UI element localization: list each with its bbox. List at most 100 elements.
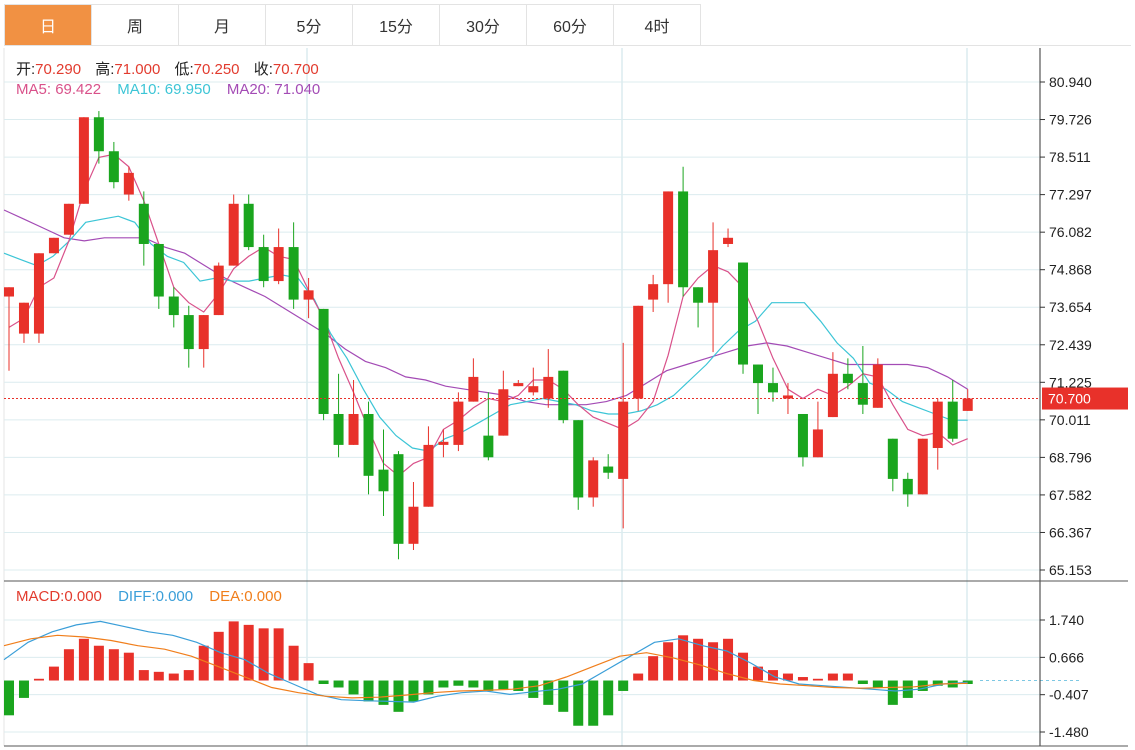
macd-tick-label: 0.666: [1049, 649, 1084, 665]
low-label: 低:: [174, 61, 194, 78]
y-tick-label: 79.726: [1049, 112, 1092, 128]
candle-body: [588, 460, 599, 498]
candle-up: [872, 358, 883, 408]
macd-bar: [738, 652, 749, 681]
candle-up: [198, 315, 209, 368]
candle-down: [108, 141, 119, 189]
macd-bar: [48, 666, 59, 681]
macd-bar: [348, 680, 359, 695]
candle-down: [767, 367, 778, 402]
candle-up: [423, 426, 434, 507]
y-tick-label: 74.868: [1049, 262, 1092, 278]
tabs-divider: [4, 45, 1131, 46]
macd-bar: [648, 656, 659, 681]
candle-body: [363, 413, 374, 476]
macd-bar: [902, 680, 913, 698]
candle-up: [468, 358, 479, 402]
candle-body: [498, 389, 509, 436]
dea-value: 0.000: [244, 588, 282, 605]
candle-body: [468, 376, 479, 402]
candle-body: [63, 203, 74, 235]
macd-bar: [363, 680, 374, 702]
candle-up: [543, 349, 554, 408]
tab-30min[interactable]: 30分: [440, 5, 527, 45]
candle-down: [318, 308, 329, 421]
candle-body: [243, 203, 254, 248]
candle-body: [947, 401, 958, 439]
candle-up: [48, 237, 59, 254]
candle-body: [318, 308, 329, 414]
period-tabs: 日 周 月 5分 15分 30分 60分 4时: [4, 4, 701, 46]
candle-body: [827, 373, 838, 418]
macd-bar: [408, 680, 419, 702]
close-label: 收:: [253, 61, 273, 78]
candle-body: [723, 237, 734, 244]
tab-15min[interactable]: 15分: [353, 5, 440, 45]
macd-bar: [63, 649, 74, 681]
candle-up: [303, 277, 314, 319]
y-tick-label: 70.011: [1049, 412, 1091, 428]
y-tick-label: 78.511: [1049, 149, 1091, 165]
candle-body: [198, 315, 209, 350]
macd-bar: [588, 680, 599, 726]
candle-body: [138, 203, 149, 244]
macd-bar: [528, 680, 539, 698]
macd-bar: [782, 673, 793, 681]
candle-down: [857, 345, 868, 414]
candle-body: [48, 237, 59, 254]
macd-bar: [753, 666, 763, 681]
open-value: 70.290: [35, 61, 82, 78]
candle-body: [213, 265, 224, 316]
candle-body: [183, 315, 194, 350]
candle-down: [168, 287, 179, 328]
tab-month[interactable]: 月: [179, 5, 266, 45]
candle-up: [782, 383, 793, 414]
candle-body: [528, 386, 539, 393]
candle-body: [738, 262, 749, 365]
candle-body: [333, 413, 344, 445]
tab-4hour[interactable]: 4时: [614, 5, 701, 45]
macd-bar: [558, 680, 569, 712]
tab-5min[interactable]: 5分: [266, 5, 353, 45]
candle-body: [168, 296, 179, 316]
candle-body: [603, 466, 614, 473]
candle-up: [213, 262, 224, 316]
candle-up: [438, 429, 449, 458]
low-value: 70.250: [193, 61, 240, 78]
macd-bar: [318, 680, 329, 684]
macd-bar: [258, 628, 269, 681]
candle-body: [513, 383, 524, 387]
candle-body: [438, 441, 449, 445]
macd-bar: [708, 642, 719, 681]
ohlc-legend: 开:70.290 高:71.000 低:70.250 收:70.700: [16, 58, 329, 79]
candle-up: [78, 117, 89, 204]
candle-body: [932, 401, 943, 448]
macd-bar: [483, 680, 494, 691]
tab-day[interactable]: 日: [5, 5, 92, 45]
macd-bar: [693, 638, 704, 681]
macd-bar: [138, 670, 149, 681]
macd-bar: [378, 680, 389, 705]
macd-tick-label: -0.407: [1049, 687, 1089, 703]
candle-down: [842, 358, 853, 390]
tab-60min[interactable]: 60分: [527, 5, 614, 45]
macd-bar: [812, 678, 823, 681]
diff-value: 0.000: [155, 588, 194, 605]
candle-body: [902, 478, 913, 495]
candle-body: [962, 398, 973, 411]
macd-value: 0.000: [64, 588, 102, 605]
candle-down: [797, 413, 808, 467]
candle-down: [393, 451, 404, 560]
y-tick-label: 73.654: [1049, 299, 1092, 315]
candle-body: [753, 364, 763, 384]
macd-bar: [842, 673, 853, 681]
candle-down: [693, 287, 704, 328]
candle-body: [123, 172, 134, 195]
y-tick-label: 80.940: [1049, 74, 1092, 90]
candle-up: [123, 166, 134, 201]
tab-week[interactable]: 周: [92, 5, 179, 45]
macd-bar: [513, 680, 524, 691]
macd-bar: [932, 680, 943, 686]
current-price-box: [1042, 387, 1128, 410]
